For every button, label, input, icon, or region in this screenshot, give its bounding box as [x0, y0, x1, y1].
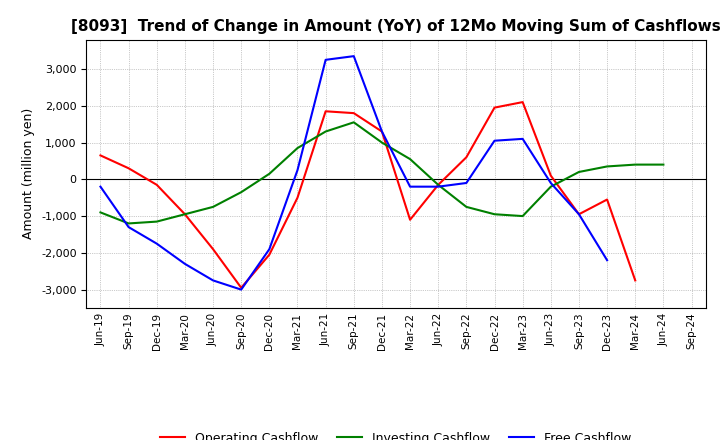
Investing Cashflow [462, 204, 471, 209]
Investing Cashflow [153, 219, 161, 224]
Operating Cashflow [125, 165, 133, 171]
Investing Cashflow [406, 157, 415, 162]
Free Cashflow [125, 224, 133, 230]
Investing Cashflow [575, 169, 583, 175]
Investing Cashflow [631, 162, 639, 167]
Free Cashflow [153, 241, 161, 246]
Operating Cashflow [490, 105, 499, 110]
Operating Cashflow [237, 285, 246, 290]
Line: Operating Cashflow: Operating Cashflow [101, 102, 635, 288]
Operating Cashflow [349, 110, 358, 116]
Free Cashflow [96, 184, 105, 189]
Investing Cashflow [181, 212, 189, 217]
Operating Cashflow [546, 173, 555, 178]
Free Cashflow [406, 184, 415, 189]
Operating Cashflow [406, 217, 415, 222]
Investing Cashflow [293, 146, 302, 151]
Investing Cashflow [490, 212, 499, 217]
Operating Cashflow [321, 109, 330, 114]
Operating Cashflow [631, 278, 639, 283]
Free Cashflow [434, 184, 443, 189]
Investing Cashflow [209, 204, 217, 209]
Legend: Operating Cashflow, Investing Cashflow, Free Cashflow: Operating Cashflow, Investing Cashflow, … [156, 427, 636, 440]
Free Cashflow [603, 257, 611, 263]
Free Cashflow [377, 129, 386, 134]
Line: Investing Cashflow: Investing Cashflow [101, 122, 663, 224]
Y-axis label: Amount (million yen): Amount (million yen) [22, 108, 35, 239]
Operating Cashflow [434, 182, 443, 187]
Operating Cashflow [462, 154, 471, 160]
Operating Cashflow [265, 252, 274, 257]
Free Cashflow [265, 246, 274, 252]
Free Cashflow [490, 138, 499, 143]
Free Cashflow [181, 261, 189, 267]
Free Cashflow [575, 212, 583, 217]
Operating Cashflow [181, 212, 189, 217]
Free Cashflow [518, 136, 527, 142]
Investing Cashflow [603, 164, 611, 169]
Free Cashflow [209, 278, 217, 283]
Investing Cashflow [265, 171, 274, 176]
Investing Cashflow [546, 184, 555, 189]
Investing Cashflow [321, 129, 330, 134]
Investing Cashflow [96, 210, 105, 215]
Operating Cashflow [209, 246, 217, 252]
Free Cashflow [546, 180, 555, 186]
Investing Cashflow [659, 162, 667, 167]
Operating Cashflow [575, 212, 583, 217]
Title: [8093]  Trend of Change in Amount (YoY) of 12Mo Moving Sum of Cashflows: [8093] Trend of Change in Amount (YoY) o… [71, 19, 720, 34]
Investing Cashflow [237, 190, 246, 195]
Operating Cashflow [377, 129, 386, 134]
Investing Cashflow [518, 213, 527, 219]
Investing Cashflow [349, 120, 358, 125]
Line: Free Cashflow: Free Cashflow [101, 56, 607, 290]
Investing Cashflow [434, 182, 443, 187]
Investing Cashflow [125, 221, 133, 226]
Free Cashflow [321, 57, 330, 62]
Free Cashflow [462, 180, 471, 186]
Free Cashflow [237, 287, 246, 292]
Operating Cashflow [293, 195, 302, 200]
Free Cashflow [349, 54, 358, 59]
Operating Cashflow [603, 197, 611, 202]
Operating Cashflow [96, 153, 105, 158]
Free Cashflow [293, 168, 302, 173]
Operating Cashflow [518, 99, 527, 105]
Investing Cashflow [377, 140, 386, 145]
Operating Cashflow [153, 182, 161, 187]
